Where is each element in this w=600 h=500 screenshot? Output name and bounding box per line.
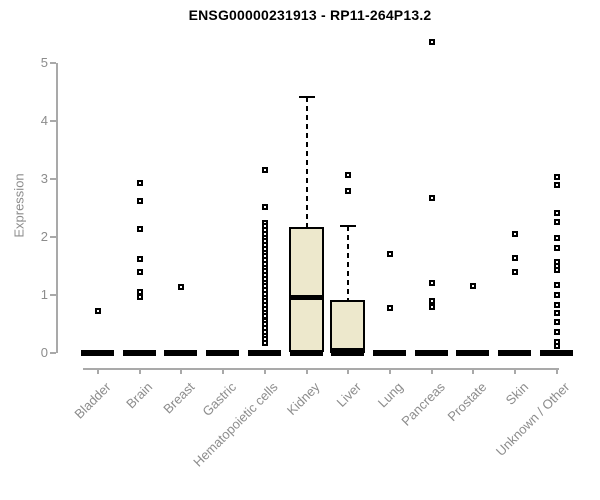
outlier-point — [345, 171, 352, 178]
x-tick-mark — [97, 368, 99, 374]
outlier-point — [553, 329, 560, 336]
whisker-cap — [340, 224, 357, 227]
upper-whisker — [347, 225, 350, 301]
outlier-point — [553, 282, 560, 289]
outlier-point — [261, 166, 268, 173]
y-tick-mark — [50, 236, 56, 238]
outlier-point — [136, 256, 143, 263]
x-tick-label: Unknown / Other — [493, 379, 573, 459]
outlier-point — [553, 319, 560, 326]
box-iqr — [330, 300, 366, 353]
zero-value-bar — [498, 350, 532, 356]
outlier-point — [95, 308, 101, 315]
zero-value-bar — [456, 350, 490, 356]
x-tick-label: Brain — [123, 379, 156, 412]
y-tick-mark — [50, 62, 56, 64]
x-tick-label: Lung — [374, 379, 406, 411]
y-tick-label: 4 — [40, 113, 48, 128]
y-tick-label: 3 — [40, 171, 48, 186]
zero-value-bar — [414, 350, 448, 356]
x-axis-line — [83, 368, 559, 370]
chart-title: ENSG00000231913 - RP11-264P13.2 — [188, 7, 432, 23]
outlier-point — [553, 235, 560, 242]
x-tick-mark — [514, 368, 517, 374]
zero-value-bar — [206, 350, 240, 356]
x-tick-label: Gastric — [199, 379, 240, 420]
outlier-point — [553, 343, 560, 350]
x-tick-mark — [263, 368, 266, 374]
zero-value-bar — [539, 350, 573, 356]
outlier-point — [136, 180, 143, 187]
outlier-point — [553, 174, 560, 181]
outlier-point — [553, 267, 560, 274]
x-tick-label: Kidney — [283, 379, 323, 419]
y-tick-label: 0 — [40, 345, 48, 360]
zero-value-bar — [164, 350, 198, 356]
outlier-point — [178, 283, 185, 290]
outlier-point — [553, 218, 560, 225]
x-tick-mark — [305, 368, 308, 374]
outlier-point — [470, 283, 477, 290]
x-tick-label: Bladder — [71, 379, 114, 422]
outlier-point — [512, 231, 519, 238]
x-tick-label: Liver — [333, 379, 365, 410]
outlier-point — [553, 210, 560, 217]
upper-whisker — [305, 97, 308, 228]
x-tick-mark — [430, 368, 433, 374]
y-tick-label: 5 — [40, 55, 48, 70]
x-tick-mark — [222, 368, 225, 374]
zero-value-bar — [122, 350, 156, 356]
x-tick-label: Breast — [160, 379, 198, 417]
outlier-point — [428, 39, 435, 46]
zero-value-bar — [373, 350, 407, 356]
median-line — [288, 294, 324, 300]
x-tick-label: Hematopoietic cells — [190, 379, 281, 470]
y-axis-line — [56, 63, 58, 353]
outlier-point — [136, 198, 143, 205]
x-tick-label: Prostate — [444, 379, 490, 425]
y-tick-mark — [50, 294, 56, 296]
x-tick-mark — [347, 368, 350, 374]
y-tick-mark — [50, 178, 56, 180]
x-tick-mark — [138, 368, 141, 374]
outlier-point — [512, 268, 519, 275]
outlier-point — [428, 279, 435, 286]
outlier-point — [345, 188, 352, 195]
x-tick-mark — [180, 368, 183, 374]
x-tick-mark — [472, 368, 475, 374]
outlier-point — [553, 292, 560, 298]
outlier-point — [387, 251, 394, 258]
zero-value-bar — [247, 350, 281, 356]
x-tick-label: Skin — [502, 379, 532, 408]
y-tick-label: 2 — [40, 229, 48, 244]
zero-value-bar — [289, 350, 323, 356]
outlier-point — [553, 245, 560, 252]
outlier-point — [553, 301, 560, 308]
outlier-point — [428, 195, 435, 202]
whisker-cap — [298, 96, 315, 99]
box-iqr — [288, 227, 324, 352]
outlier-point — [136, 225, 143, 232]
outlier-point — [553, 309, 560, 316]
outlier-point — [261, 340, 268, 347]
outlier-point — [261, 203, 268, 210]
outlier-point — [428, 297, 435, 304]
zero-value-bar — [81, 350, 114, 356]
outlier-point — [553, 181, 560, 188]
median-line — [330, 348, 366, 354]
y-tick-label: 1 — [40, 287, 48, 302]
outlier-point — [512, 255, 519, 262]
outlier-point — [136, 268, 143, 275]
x-tick-mark — [555, 368, 558, 374]
outlier-point — [136, 293, 143, 300]
x-tick-label: Pancreas — [398, 379, 448, 429]
y-tick-mark — [50, 120, 56, 122]
outlier-point — [428, 304, 435, 311]
y-tick-mark — [50, 352, 56, 354]
x-tick-mark — [389, 368, 392, 374]
outlier-point — [387, 304, 394, 311]
